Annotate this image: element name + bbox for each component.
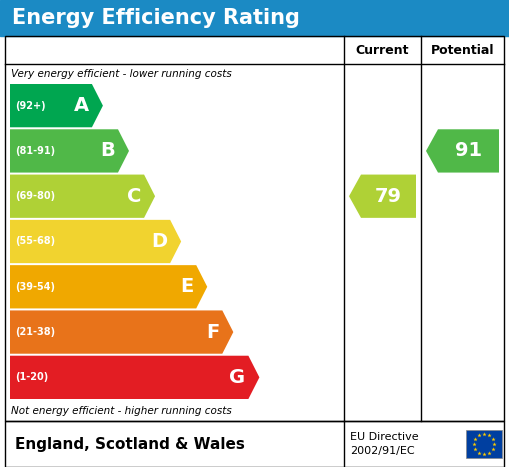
Text: EU Directive
2002/91/EC: EU Directive 2002/91/EC [350, 432, 418, 456]
Text: E: E [180, 277, 193, 296]
Bar [466, 430, 502, 458]
Polygon shape [349, 175, 416, 218]
Text: Not energy efficient - higher running costs: Not energy efficient - higher running co… [11, 406, 232, 416]
Text: F: F [206, 323, 219, 341]
Polygon shape [10, 311, 233, 354]
Text: (92+): (92+) [15, 101, 46, 111]
Text: Energy Efficiency Rating: Energy Efficiency Rating [12, 8, 300, 28]
Polygon shape [426, 129, 499, 173]
Text: 79: 79 [375, 187, 402, 206]
Text: Very energy efficient - lower running costs: Very energy efficient - lower running co… [11, 69, 232, 79]
Text: D: D [151, 232, 167, 251]
Text: (1-20): (1-20) [15, 372, 48, 382]
Polygon shape [10, 220, 181, 263]
Text: (39-54): (39-54) [15, 282, 55, 292]
Text: 91: 91 [455, 142, 482, 161]
Text: B: B [100, 142, 115, 161]
Text: England, Scotland & Wales: England, Scotland & Wales [15, 437, 245, 452]
Text: Current: Current [356, 43, 409, 57]
Polygon shape [10, 129, 129, 173]
Bar [0, 0, 509, 36]
Polygon shape [10, 84, 103, 127]
Polygon shape [10, 175, 155, 218]
Text: C: C [127, 187, 141, 206]
Text: (69-80): (69-80) [15, 191, 55, 201]
Bar [5, 36, 504, 421]
Text: (81-91): (81-91) [15, 146, 55, 156]
Text: (55-68): (55-68) [15, 236, 55, 247]
Text: G: G [229, 368, 245, 387]
Text: Potential: Potential [431, 43, 494, 57]
Text: (21-38): (21-38) [15, 327, 55, 337]
Bar [5, 421, 504, 467]
Polygon shape [10, 265, 207, 308]
Text: A: A [74, 96, 89, 115]
Polygon shape [10, 356, 260, 399]
